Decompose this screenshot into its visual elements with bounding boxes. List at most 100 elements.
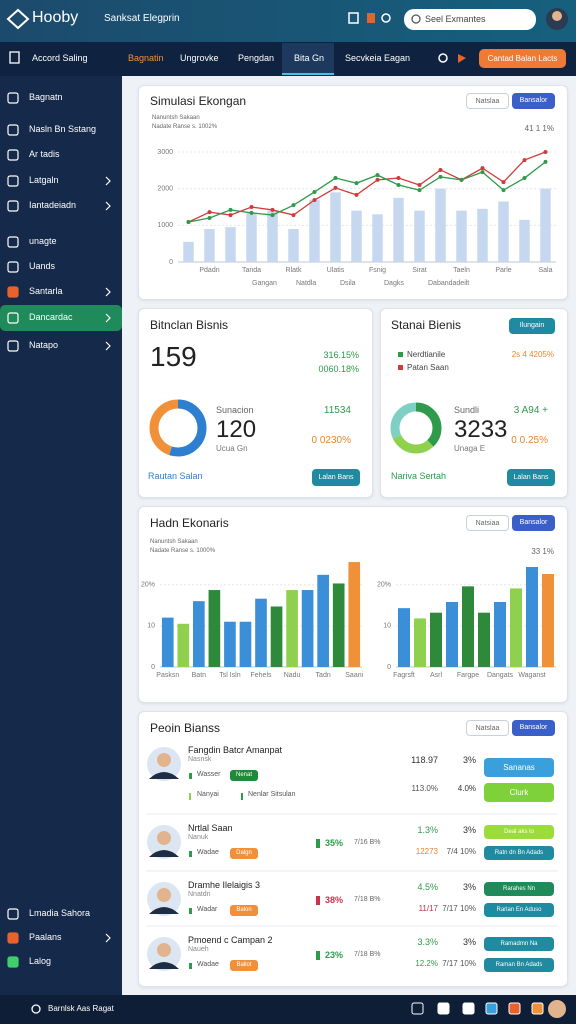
line-point [354,192,359,197]
bar [398,608,410,667]
line-point [270,213,275,218]
sidebar-item[interactable]: Uands [29,261,56,271]
big-number: 159 [150,341,197,372]
sidebar-item[interactable]: Bagnatn [29,92,63,102]
line-point [291,203,296,208]
y-tick-label: 10 [383,623,391,630]
nav-tab[interactable]: Bita Gn [294,53,325,63]
sidebar-item[interactable]: Natapo [29,340,59,350]
center-bottom: Ucua Gn [216,444,248,453]
card-link[interactable]: Nariva Sertah [391,471,447,481]
x-tick-label: Sala [538,267,552,274]
card-title: Hadn Ekonaris [150,516,229,530]
sidebar-icon [7,932,19,944]
row-button[interactable]: Rarahes Nn [484,882,554,896]
sidebar-item[interactable]: Santarla [29,286,63,296]
sidebar-item[interactable]: Paalans [29,932,62,942]
sidebar-item[interactable]: Nasln Bn Sstang [29,124,97,134]
row-button[interactable]: Clurk [484,783,554,802]
row-sub: Nanuk [188,834,209,841]
row-value: 113.0% [411,784,438,793]
bar [462,586,474,667]
sidebar-item[interactable]: Lalog [29,956,52,966]
avatar-face [157,943,171,957]
line-point [249,210,254,215]
card-button[interactable]: Lalan Bans [507,469,555,486]
card-link[interactable]: Rautan Salan [148,471,203,481]
row-button[interactable]: Rarlan En Aduso [484,903,554,917]
card-button[interactable]: Bansalor [512,515,555,531]
bar [414,618,426,667]
row-button[interactable]: Deal aks lo [484,825,554,839]
x-tick-label: Tadn [316,672,331,679]
nav-tab[interactable]: Secvkeia Eagan [345,53,411,63]
sidebar-icon [7,956,19,968]
side-stat: 11534 [323,405,351,416]
row-value: 3% [462,882,476,892]
card-button[interactable]: Natslaa [466,720,509,736]
sidebar-item[interactable]: Iantadeiadn [29,200,77,210]
sidebar-item[interactable]: Ar tadis [29,149,60,159]
footer-icon [411,1002,424,1015]
subtitle: Nadate Ranse s. 1000% [150,548,216,554]
stat: 0060.18% [318,364,359,374]
line-point [480,166,485,171]
bar [332,583,345,667]
row-button[interactable]: Raman Bn Adads [484,958,554,972]
row-button[interactable]: Sananas [484,758,554,777]
stat: 316.15% [323,350,359,360]
nav-tab[interactable]: Bagnatin [128,53,164,63]
x-tick-label: Asrl [430,672,443,679]
search-placeholder: Seel Exmantes [425,14,486,24]
line-point [333,176,338,181]
sidebar-icon [7,124,19,136]
card-button[interactable]: Ilungain [509,318,555,334]
sidebar-item[interactable]: Lmadia Sahora [29,908,91,918]
icon [367,13,375,23]
nav-button[interactable]: Cantad Balan Lacts [487,54,558,63]
bar [477,208,488,262]
footer-icon [485,1002,498,1015]
logo-text: Hooby [32,9,79,26]
x-tick-label: Dangats [487,672,514,679]
tag-swatch [189,851,192,857]
row-name: Nrtlal Saan [188,823,233,833]
center-bottom: Unaga E [454,444,486,453]
subtitle: Nadate Ranse s. 1002% [152,124,218,130]
tag-swatch [189,773,192,779]
row-button[interactable]: Ratn dn Bn Adads [484,846,554,860]
sidebar-item[interactable]: Latgaln [29,175,59,185]
nav-tab[interactable]: Ungrovke [180,53,219,63]
bar [309,199,320,262]
row-button[interactable]: Ramadmn Na [484,937,554,951]
bar [301,590,314,667]
y-tick-label: 20% [377,582,391,589]
search-box[interactable] [404,9,536,30]
row-tag: Wadar [197,906,218,913]
bar [414,210,425,262]
bar [435,188,446,262]
y-tick-label: 0 [387,664,391,671]
card-button[interactable]: Natslaa [466,93,509,109]
bar [498,201,509,262]
nav-tab[interactable]: Pengdan [238,53,275,63]
line-point [459,177,464,182]
card-button[interactable]: Bansalor [512,720,555,736]
avatar-face [552,11,562,21]
sidebar-item[interactable]: Dancardac [29,312,73,322]
y-tick-label: 10 [147,623,155,630]
card-button[interactable]: Bansalor [512,93,555,109]
avatar-face [157,753,171,767]
bar [224,621,236,667]
y-tick-label: 20% [141,582,155,589]
pct-swatch [316,896,320,905]
card-button[interactable]: Lalan Bans [312,469,360,486]
card-button[interactable]: Natsiaa [466,515,509,531]
sidebar-item[interactable]: unagte [29,236,57,246]
legend-label: Dabandadeilt [428,280,469,287]
subtitle: Nanuntsh Sakaan [150,539,198,545]
bar [519,219,530,262]
sidebar [0,76,122,995]
bar [526,566,538,667]
bar [177,623,190,667]
